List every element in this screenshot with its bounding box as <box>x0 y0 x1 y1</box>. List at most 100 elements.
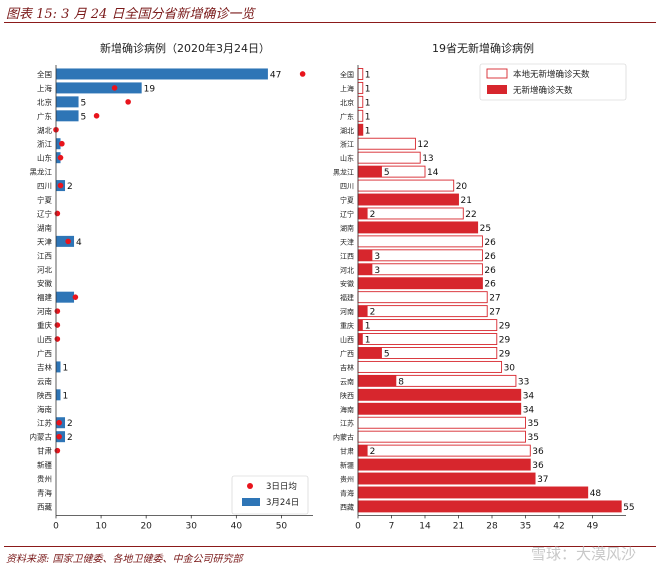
left-x-tick-label: 20 <box>140 521 152 531</box>
right-filled-bar <box>358 263 373 275</box>
left-x-tick-label: 10 <box>95 521 107 531</box>
left-dot <box>57 154 64 161</box>
right-inner-label: 5 <box>384 349 390 359</box>
right-outline-bar <box>357 416 526 429</box>
right-data-label: 29 <box>499 336 511 346</box>
left-data-label: 19 <box>144 84 156 94</box>
watermark: 雪球：大漠风沙 <box>530 545 636 563</box>
right-outline-bar <box>357 360 503 373</box>
right-category-label: 河南 <box>340 307 354 316</box>
right-filled-bar <box>358 166 382 178</box>
right-x-tick-label: 14 <box>419 521 431 531</box>
right-category-label: 浙江 <box>340 140 354 149</box>
right-x-tick-label: 42 <box>553 521 564 531</box>
left-category-label: 广东 <box>37 111 52 121</box>
right-filled-bar <box>358 389 521 401</box>
right-legend-outline-label: 本地无新增确诊天数 <box>513 69 590 80</box>
right-inner-label: 5 <box>384 168 390 178</box>
right-filled-bar <box>358 375 397 387</box>
left-bar <box>56 68 268 80</box>
left-category-label: 辽宁 <box>37 208 52 218</box>
footer-divider <box>4 546 656 547</box>
left-dot <box>56 419 62 426</box>
left-x-tick-label: 50 <box>276 521 288 531</box>
right-data-label: 1 <box>365 126 371 136</box>
left-bar <box>56 389 61 401</box>
right-data-label: 1 <box>365 112 371 122</box>
right-legend-outline-swatch <box>486 68 508 79</box>
right-data-label: 26 <box>484 280 496 290</box>
left-legend-dot-label: 3日日均 <box>266 481 297 492</box>
right-x-tick-label: 35 <box>520 521 531 531</box>
right-outline-bar <box>357 179 455 192</box>
left-dot <box>54 308 61 314</box>
right-category-label: 新疆 <box>340 461 354 470</box>
figure-title: 图表 15: 3 月 24 日全国分省新增确诊一览 <box>6 7 255 22</box>
right-filled-bar <box>358 486 588 498</box>
left-legend-bar-swatch <box>242 498 260 506</box>
right-category-label: 河北 <box>340 266 354 274</box>
right-category-label: 西藏 <box>340 502 354 511</box>
right-category-label: 宁夏 <box>340 196 354 205</box>
header-divider <box>4 22 656 23</box>
right-inner-label: 3 <box>374 252 380 262</box>
right-category-label: 福建 <box>340 293 354 302</box>
right-filled-bar <box>358 277 483 289</box>
right-data-label: 35 <box>528 433 539 443</box>
right-outline-bar <box>357 319 498 332</box>
right-data-label: 1 <box>365 98 371 108</box>
left-category-label: 江苏 <box>37 418 52 428</box>
left-data-label: 1 <box>63 363 69 373</box>
left-category-label: 黑龙江 <box>30 167 53 177</box>
right-category-label: 北京 <box>340 98 354 107</box>
right-category-label: 海南 <box>340 405 354 414</box>
right-filled-bar <box>358 207 368 219</box>
left-category-label: 湖北 <box>37 126 52 135</box>
right-filled-bar <box>358 124 363 136</box>
right-inner-label: 2 <box>370 447 376 457</box>
left-category-label: 广西 <box>37 348 52 358</box>
right-data-label: 48 <box>590 489 602 499</box>
right-category-label: 江西 <box>340 252 354 260</box>
left-dot <box>54 336 61 342</box>
left-x-tick-label: 30 <box>186 521 198 531</box>
right-outline-bar <box>357 81 364 94</box>
right-data-label: 36 <box>532 447 544 457</box>
right-filled-bar <box>358 500 622 512</box>
right-category-label: 广西 <box>340 349 354 358</box>
left-category-label: 湖南 <box>37 222 52 232</box>
right-data-label: 33 <box>518 377 529 387</box>
right-category-label: 安徽 <box>340 279 354 288</box>
right-data-label: 26 <box>484 238 496 248</box>
left-dot <box>54 322 61 328</box>
right-outline-bar <box>357 151 421 164</box>
right-inner-label: 2 <box>370 308 376 318</box>
right-outline-bar <box>357 235 483 248</box>
right-category-label: 上海 <box>340 84 354 93</box>
left-category-label: 青海 <box>37 487 52 497</box>
left-data-label: 4 <box>76 238 82 248</box>
right-outline-bar <box>357 333 498 345</box>
left-category-label: 四川 <box>37 182 52 191</box>
right-category-label: 甘肃 <box>340 447 354 456</box>
right-category-label: 湖北 <box>340 126 354 135</box>
right-data-label: 34 <box>523 405 535 415</box>
right-data-label: 12 <box>417 140 428 150</box>
right-category-label: 内蒙古 <box>333 433 354 442</box>
right-data-label: 21 <box>461 196 472 206</box>
left-bar <box>56 235 75 247</box>
left-category-label: 天津 <box>37 237 52 246</box>
left-category-label: 河南 <box>37 306 52 316</box>
right-outline-bar <box>357 305 488 318</box>
left-category-label: 浙江 <box>37 139 52 149</box>
right-filled-bar <box>358 319 363 331</box>
left-category-label: 海南 <box>37 404 52 414</box>
right-x-tick-label: 7 <box>389 521 395 531</box>
right-outline-bar <box>357 95 364 108</box>
right-x-tick-label: 49 <box>587 521 599 531</box>
left-bar <box>56 361 61 373</box>
left-data-label: 2 <box>67 182 73 192</box>
left-bar <box>56 96 79 108</box>
left-chart-title: 新增确诊病例（2020年3月24日） <box>100 41 270 55</box>
